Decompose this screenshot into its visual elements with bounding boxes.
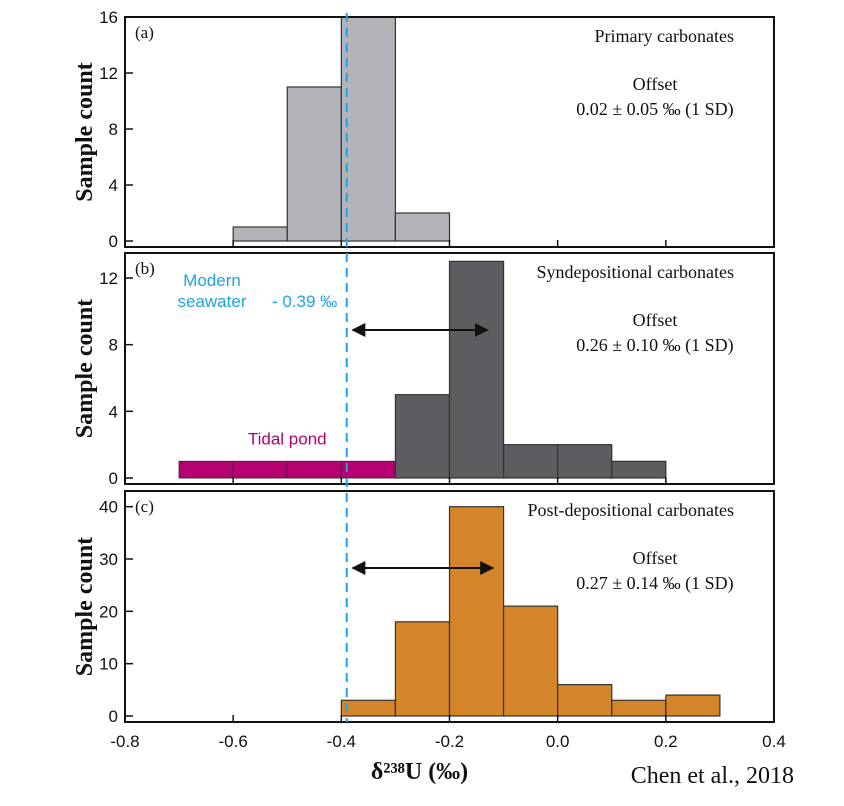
y-tick-label: 30: [99, 550, 118, 569]
tidal-pond-bar: [340, 460, 396, 479]
seawater-label-line2: seawater: [178, 292, 247, 311]
y-tick-label: 4: [109, 176, 118, 195]
y-tick-label: 0: [109, 469, 118, 488]
seawater-label-line1: Modern: [183, 271, 241, 290]
histogram-bar: [448, 260, 505, 479]
y-tick-label: 12: [99, 64, 118, 83]
offset-value: 0.26 ± 0.10 ‰ (1 SD): [576, 335, 733, 356]
histogram-bar: [665, 694, 721, 717]
y-tick-label: 20: [99, 602, 118, 621]
panel-tag: (c): [135, 497, 154, 516]
histogram-bar: [394, 212, 451, 242]
histogram-bar: [286, 86, 342, 242]
y-tick-label: 16: [99, 8, 118, 27]
y-tick-label: 8: [109, 120, 118, 139]
tidal-pond-bar: [232, 460, 288, 479]
y-axis-label: Sample count: [72, 62, 98, 201]
panel-tag: (b): [135, 259, 155, 278]
histogram-bar: [611, 460, 667, 479]
y-axis-label: Sample count: [72, 299, 98, 438]
x-tick-label: 0.0: [546, 732, 570, 751]
y-tick-label: 10: [99, 655, 118, 674]
x-axis-label: δ²³⁸U (‰): [371, 759, 468, 785]
x-tick-label: 0.4: [762, 732, 786, 751]
y-tick-label: 8: [109, 336, 118, 355]
x-tick-label: -0.2: [435, 732, 464, 751]
panel-title: Post-depositional carbonates: [528, 500, 734, 520]
histogram-bar: [557, 444, 613, 479]
histogram-bar: [394, 394, 451, 479]
histogram-bar: [232, 226, 288, 242]
y-axis-label: Sample count: [72, 537, 98, 676]
x-tick-label: -0.6: [219, 732, 248, 751]
histogram-bar: [394, 621, 451, 717]
y-tick-label: 0: [109, 707, 118, 726]
panel-tag: (a): [135, 23, 154, 42]
panel-title: Syndepositional carbonates: [537, 262, 734, 282]
offset-value: 0.02 ± 0.05 ‰ (1 SD): [576, 99, 733, 120]
tidal-pond-bar: [286, 460, 342, 479]
x-tick-label: -0.8: [110, 732, 139, 751]
seawater-label-value: - 0.39 ‰: [272, 292, 337, 311]
x-tick-label: -0.4: [327, 732, 356, 751]
citation: Chen et al., 2018: [630, 763, 794, 789]
offset-label: Offset: [633, 310, 678, 330]
offset-label: Offset: [633, 74, 678, 94]
y-tick-label: 4: [109, 402, 118, 421]
histogram-bar: [557, 684, 613, 717]
histogram-bar: [340, 699, 397, 717]
tidal-pond-label: Tidal pond: [248, 429, 327, 448]
histogram-bar: [340, 16, 397, 242]
panel-title: Primary carbonates: [595, 26, 734, 46]
x-tick-label: 0.2: [654, 732, 678, 751]
tidal-pond-bar: [178, 460, 234, 479]
histogram-bar: [448, 506, 505, 717]
histogram-bar: [502, 605, 559, 717]
y-tick-label: 0: [109, 232, 118, 251]
offset-value: 0.27 ± 0.14 ‰ (1 SD): [576, 573, 733, 594]
histogram-bar: [502, 444, 559, 479]
offset-label: Offset: [633, 548, 678, 568]
y-tick-label: 40: [99, 498, 118, 517]
y-tick-label: 12: [99, 269, 118, 288]
histogram-bar: [611, 699, 667, 717]
